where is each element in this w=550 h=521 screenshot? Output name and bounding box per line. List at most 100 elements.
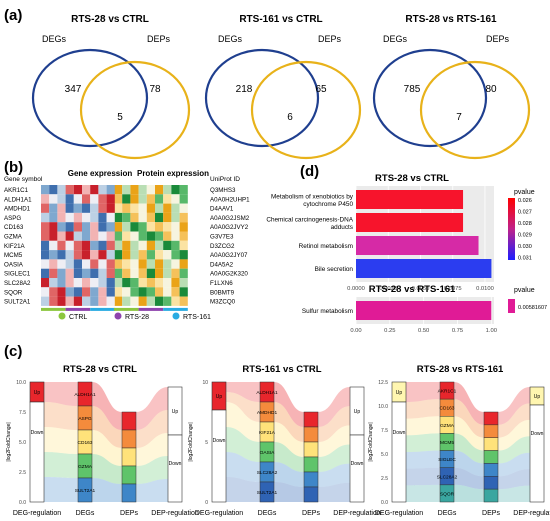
alluvial-y-label: |log2FoldChange| (6, 422, 12, 461)
heatmap-cell (122, 212, 131, 223)
alluvial-x-label: DEG-regulation (375, 510, 423, 517)
heatmap-cell (130, 203, 139, 213)
panel-label-a: (a) (4, 7, 22, 24)
dep-stratum (303, 426, 319, 443)
alluvial-y-label: |log2FoldChange| (368, 422, 374, 461)
heatmap-cell (114, 212, 123, 223)
heatmap-cell (57, 296, 66, 306)
alluvial-x-label: DEGs (438, 510, 457, 517)
heatmap-cell (57, 203, 66, 213)
heatmap-cell (122, 203, 131, 213)
x-tick-label: 0.50 (418, 328, 429, 334)
heatmap-cell (138, 194, 147, 204)
heatmap-cell (171, 278, 180, 288)
heatmap-cell (114, 259, 123, 269)
heatmap-cell (41, 194, 50, 204)
heatmap-cell (49, 194, 58, 204)
up-label: Up (34, 390, 41, 396)
heatmap-cell (106, 296, 115, 306)
heatmap-cell (106, 222, 115, 232)
heatmap-cell (138, 250, 147, 260)
alluvial-flow (92, 382, 122, 430)
heatmap-cell (90, 268, 99, 278)
heatmap-cell (138, 240, 147, 251)
heatmap-cell (130, 287, 139, 297)
venn-title: RTS-161 vs CTRL (239, 14, 322, 25)
heatmap-cell (90, 296, 99, 306)
y-tick-label: 7.5 (381, 428, 388, 434)
heatmap-cell (98, 250, 107, 260)
dep-stratum (303, 471, 319, 488)
heatmap-cell (73, 240, 82, 251)
venn-right-circle (250, 60, 362, 160)
heatmap-legend: CTRL RTS-28 RTS-161 (58, 312, 211, 321)
alluvial-flow (92, 430, 122, 466)
venn-3: RTS-28 vs RTS-161 DEGs DEPs 785 80 7 (372, 14, 531, 160)
down-label: Down (213, 438, 226, 444)
heatmap-cell (171, 203, 180, 213)
alluvial-flow (406, 416, 440, 436)
alluvial-flow (498, 436, 530, 464)
uniprot-label: Q3MHS3 (210, 187, 236, 194)
dep-stratum (303, 456, 319, 473)
alluvial-flow (92, 454, 122, 484)
alluvial-flow (44, 452, 78, 478)
heatmap-gene-header: Gene symbol (4, 176, 43, 183)
alluvial-flow (136, 479, 168, 502)
heatmap-cell (65, 185, 74, 195)
y-tick-label: 12.5 (378, 380, 388, 386)
dep-stratum (483, 450, 499, 464)
x-tick-label: 0.0075 (444, 286, 462, 292)
heatmap-cell (73, 259, 82, 269)
alluvial-flow (44, 382, 78, 406)
enrichment-bar (356, 190, 464, 209)
heatmap-cell (82, 268, 91, 278)
heatmap-cell (98, 278, 107, 288)
venn-left-circle (31, 48, 149, 148)
heatmap-cell (114, 278, 123, 288)
uniprot-label: G3V7E3 (210, 234, 234, 241)
alluvial-x-label: DEPs (482, 510, 500, 517)
heatmap-cell (138, 278, 147, 288)
heatmap-cell (155, 278, 164, 288)
heatmap-cell (122, 240, 131, 251)
heatmap-cell (57, 231, 66, 241)
heatmap-cell (98, 296, 107, 306)
heatmap-cell (163, 278, 172, 288)
y-tick-label: 5.0 (381, 452, 388, 458)
venn-title: RTS-28 vs RTS-161 (405, 14, 497, 25)
gene-label: OASIA (4, 261, 24, 268)
heatmap-cell (179, 268, 188, 278)
enrichment-bar (356, 301, 492, 320)
heatmap-cell (73, 212, 82, 223)
heatmap-cell (106, 259, 115, 269)
heatmap-cell (138, 212, 147, 223)
gene-stratum-label: SIGLEC (438, 457, 456, 463)
alluvial-flow (498, 485, 530, 502)
uniprot-label: A0A0G2JSM2 (210, 215, 250, 222)
heatmap-cell (73, 203, 82, 213)
heatmap-cell (155, 203, 164, 213)
heatmap-cell (146, 296, 155, 306)
heatmap-cell (98, 268, 107, 278)
deg-regulation-down (391, 401, 407, 503)
down-label: Down (31, 430, 44, 436)
gene-stratum-label: SLC28A2 (257, 470, 278, 476)
venn-left-label: DEGs (218, 34, 243, 44)
heatmap-cell (82, 222, 91, 232)
deg-stratum (439, 484, 455, 503)
deg-stratum (77, 477, 93, 503)
heatmap-cell (90, 194, 99, 204)
dep-regulation-down (529, 404, 545, 503)
y-tick-label: 0 (205, 500, 208, 506)
y-tick-label: 5.0 (19, 440, 26, 446)
venn-right-label: DEPs (147, 34, 171, 44)
heatmap-cell (98, 259, 107, 269)
up-label: Up (172, 409, 179, 415)
gene-label: MCM5 (4, 252, 23, 259)
deg-regulation-down (29, 401, 45, 503)
heatmap-cell (114, 240, 123, 251)
heatmap-gene-labels: AKR1C1 ALDH1A1 AMDHD1 ASPG CD163 GZMA KIF21A MC… (4, 187, 32, 306)
dep-regulation-down (167, 434, 183, 503)
venn-left-count: 347 (65, 84, 82, 95)
